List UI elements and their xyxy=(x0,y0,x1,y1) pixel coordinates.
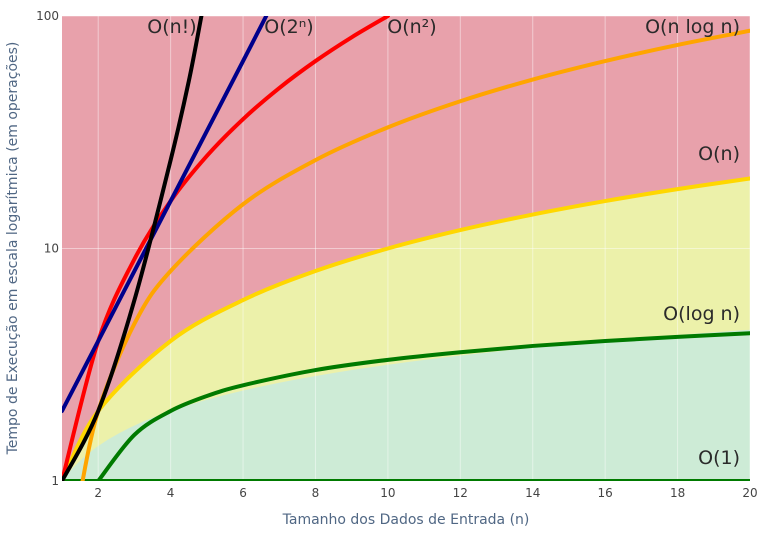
y-axis-title: Tempo de Execução em escala logarítmica … xyxy=(5,42,21,456)
x-axis-ticks: 2 4 6 8 10 12 14 16 18 20 xyxy=(94,486,757,500)
x-tick-label: 8 xyxy=(312,486,320,500)
curve-label: O(log n) xyxy=(663,303,740,325)
x-tick-label: 12 xyxy=(453,486,468,500)
y-tick-label: 1 xyxy=(51,474,59,488)
y-axis-ticks: 1 10 100 xyxy=(36,9,59,488)
curve-label: O(n²) xyxy=(387,16,436,38)
x-tick-label: 10 xyxy=(380,486,395,500)
x-tick-label: 16 xyxy=(598,486,613,500)
x-tick-label: 14 xyxy=(525,486,540,500)
curve-label: O(n) xyxy=(698,143,740,165)
x-axis-title: Tamanho dos Dados de Entrada (n) xyxy=(282,512,530,528)
curve-label: O(n log n) xyxy=(645,16,740,38)
curve-label: O(2ⁿ) xyxy=(264,16,313,38)
complexity-curves xyxy=(62,16,750,481)
x-tick-label: 18 xyxy=(670,486,685,500)
complexity-regions xyxy=(62,16,750,481)
series-line-1 xyxy=(96,331,750,481)
x-tick-label: 4 xyxy=(167,486,175,500)
series-line-3 xyxy=(80,28,750,481)
x-tick-label: 2 xyxy=(94,486,102,500)
y-tick-label: 100 xyxy=(36,9,59,23)
curve-label: O(1) xyxy=(698,447,740,469)
x-tick-label: 6 xyxy=(239,486,247,500)
region-fast xyxy=(62,329,750,481)
y-tick-label: 10 xyxy=(44,242,59,256)
series-line-2 xyxy=(62,176,750,481)
series-line-6 xyxy=(62,16,204,481)
series-line-5 xyxy=(62,16,269,414)
x-tick-label: 20 xyxy=(742,486,757,500)
curve-label: O(n!) xyxy=(147,16,196,38)
curve-labels: O(n!) O(2ⁿ) O(n²) O(n log n) O(n) O(log n) O(1… xyxy=(147,16,740,469)
